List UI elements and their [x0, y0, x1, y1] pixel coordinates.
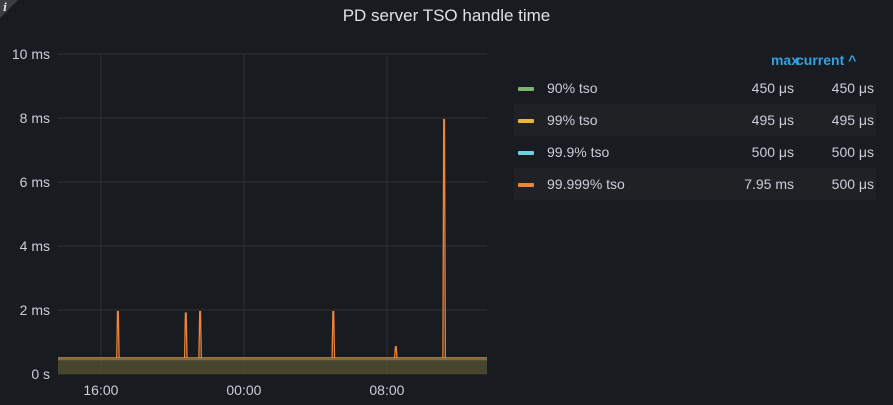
- legend-series-name[interactable]: 99.9% tso: [547, 144, 610, 160]
- y-tick-label: 4 ms: [20, 238, 50, 254]
- legend-row-99-9[interactable]: 99.9% tso 500 μs 500 μs: [514, 136, 876, 168]
- spike-point: [332, 310, 335, 313]
- legend-series-name[interactable]: 99% tso: [547, 112, 598, 128]
- chart-plot-area[interactable]: 0 s 2 ms 4 ms 6 ms 8 ms 10 ms 16:00 00:00 08:00: [0, 0, 500, 405]
- spike-point: [185, 312, 187, 315]
- legend-swatch: [518, 87, 534, 91]
- legend-current-value: 500 μs: [831, 144, 874, 160]
- legend-swatch: [518, 183, 534, 187]
- legend-swatch: [518, 119, 534, 123]
- y-tick-label: 2 ms: [20, 302, 50, 318]
- panel-title[interactable]: PD server TSO handle time: [342, 6, 551, 25]
- legend-max-value: 500 μs: [751, 144, 794, 160]
- legend-row-99-999[interactable]: 99.999% tso 7.95 ms 500 μs: [514, 168, 876, 200]
- legend-current-value: 500 μs: [831, 176, 874, 192]
- legend-row-99[interactable]: 99% tso 495 μs 495 μs: [514, 104, 876, 136]
- x-tick-label: 00:00: [226, 382, 261, 398]
- legend-header: max current ^: [514, 52, 876, 72]
- y-tick-label: 8 ms: [20, 110, 50, 126]
- spike-point: [199, 310, 201, 313]
- legend-max-value: 7.95 ms: [744, 176, 794, 192]
- y-tick-label: 6 ms: [20, 174, 50, 190]
- x-tick-label: 16:00: [83, 382, 118, 398]
- legend-max-value: 450 μs: [751, 80, 794, 96]
- legend-series-name[interactable]: 99.999% tso: [547, 176, 625, 192]
- y-tick-label: 10 ms: [12, 46, 50, 62]
- y-tick-label: 0 s: [31, 366, 50, 382]
- spike-point: [395, 346, 397, 348]
- legend-current-value: 450 μs: [831, 80, 874, 96]
- spike-point: [117, 310, 119, 313]
- legend-swatch: [518, 151, 534, 155]
- spike-point: [443, 118, 445, 121]
- x-tick-label: 08:00: [369, 382, 404, 398]
- legend-sort-current[interactable]: current ^: [796, 52, 857, 68]
- legend-sort-max[interactable]: max: [770, 52, 799, 68]
- series-line: [58, 118, 487, 359]
- legend-row-90[interactable]: 90% tso 450 μs 450 μs: [514, 72, 876, 104]
- legend-current-value: 495 μs: [831, 112, 874, 128]
- legend-table: max current ^ 90% tso 450 μs 450 μs 99% …: [514, 52, 876, 200]
- legend-max-value: 495 μs: [751, 112, 794, 128]
- baseline-band: [58, 358, 487, 374]
- legend-series-name[interactable]: 90% tso: [547, 80, 598, 96]
